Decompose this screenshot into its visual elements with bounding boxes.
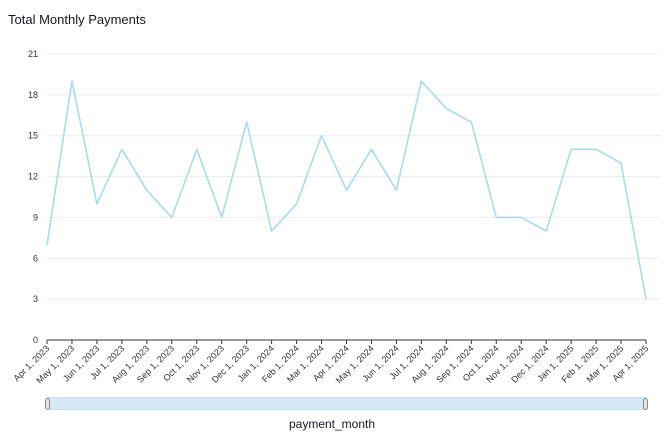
y-tick-label: 3: [33, 294, 38, 304]
y-axis-ticks: 0 3 6 9 12 15 18 21: [28, 49, 38, 345]
x-axis: [46, 339, 647, 344]
y-tick-label: 12: [28, 172, 38, 182]
y-tick-label: 6: [33, 253, 38, 263]
series-lines: [46, 80, 647, 300]
y-tick-label: 18: [28, 90, 38, 100]
y-tick-label: 15: [28, 131, 38, 141]
range-handle-left[interactable]: [45, 398, 50, 410]
y-tick-label: 21: [28, 49, 38, 59]
series-line: [46, 80, 647, 300]
range-handle-right[interactable]: [643, 398, 648, 410]
grid-lines: [47, 53, 660, 300]
y-tick-label: 9: [33, 212, 38, 222]
range-scrollbar[interactable]: [47, 397, 646, 410]
chart-title: Total Monthly Payments: [8, 12, 147, 27]
y-tick-label: 0: [33, 335, 38, 345]
x-axis-label: payment_month: [288, 417, 376, 431]
